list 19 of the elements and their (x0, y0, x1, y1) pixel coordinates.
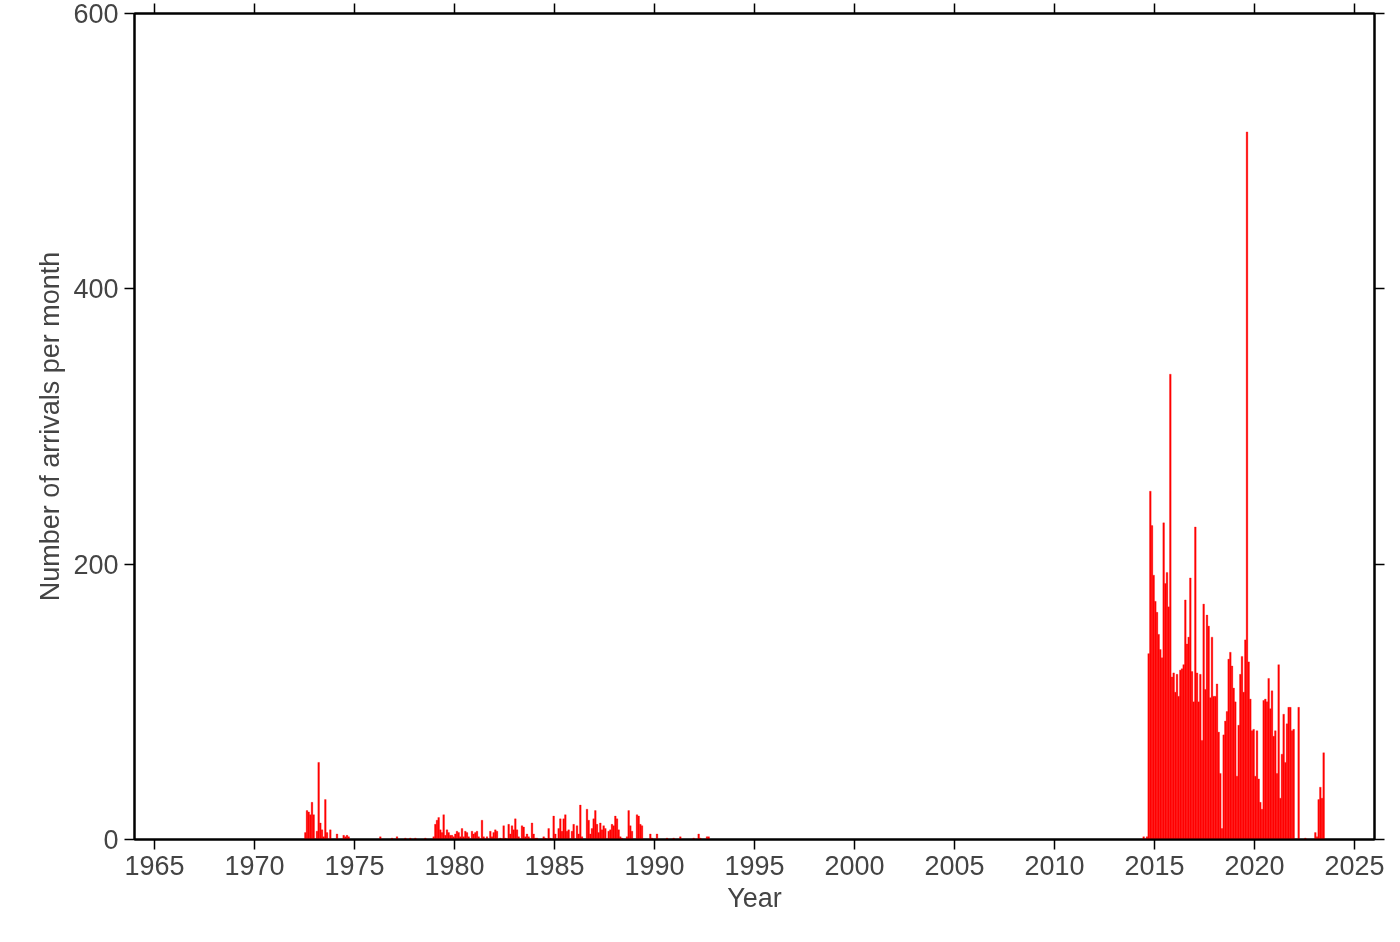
y-tick-label: 0 (103, 825, 119, 855)
x-tick-label: 2020 (1224, 850, 1285, 881)
x-tick-label: 1990 (624, 850, 685, 881)
x-tick-label: 1995 (724, 850, 785, 881)
y-tick-label: 600 (73, 0, 119, 29)
x-tick-label: 1980 (424, 850, 485, 881)
y-axis-title: Number of arrivals per month (35, 251, 66, 602)
x-tick-label: 1985 (524, 850, 585, 881)
x-tick-label: 2010 (1024, 850, 1085, 881)
x-axis-title: Year (727, 882, 782, 913)
y-tick-label: 200 (73, 549, 119, 580)
x-tick-label: 2015 (1124, 850, 1185, 881)
x-tick-label: 2005 (924, 850, 985, 881)
x-tick-label: 1970 (224, 850, 285, 881)
x-tick-label: 1975 (324, 850, 385, 881)
x-tick-label: 2000 (824, 850, 885, 881)
x-tick-label: 2025 (1324, 850, 1385, 881)
x-tick-label: 1965 (124, 850, 185, 881)
y-tick-label: 400 (73, 274, 119, 305)
